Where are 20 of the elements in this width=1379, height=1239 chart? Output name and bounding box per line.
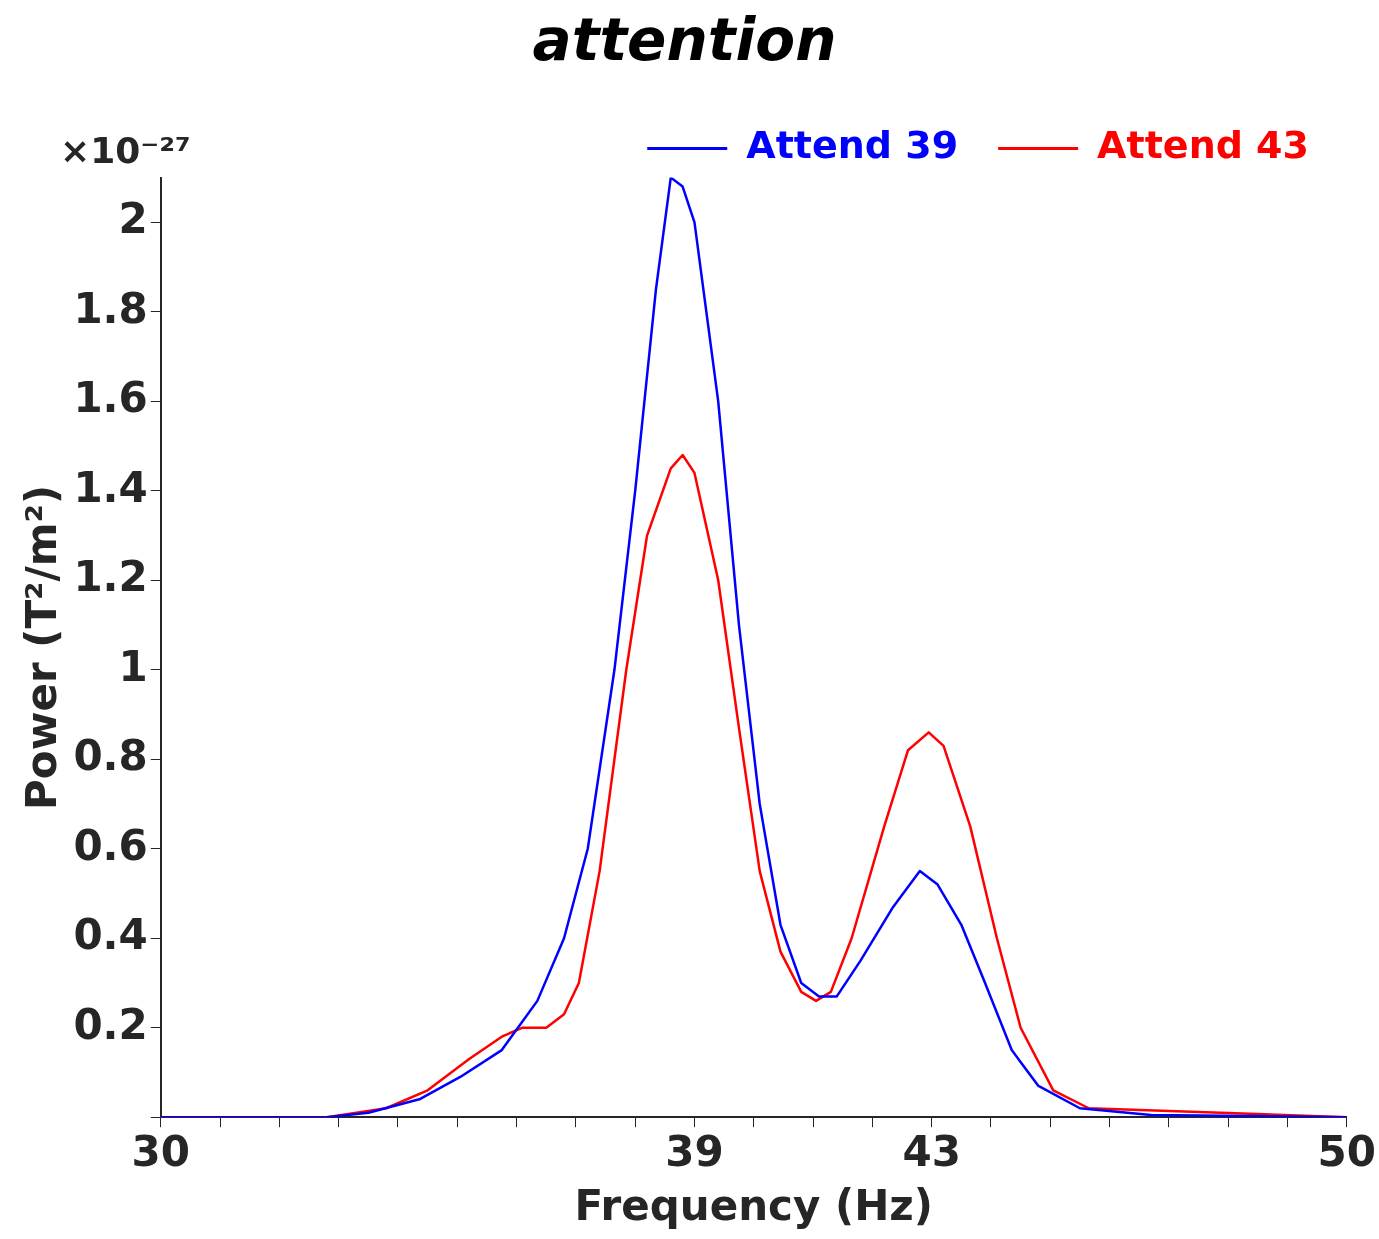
legend-label: Attend 39: [746, 123, 959, 168]
y-tick-label: 1.8: [73, 283, 148, 333]
x-tick-label: 30: [131, 1127, 191, 1177]
y-tick-label: 0.6: [73, 820, 148, 870]
y-axis-title: Power (T²/m²): [17, 484, 67, 810]
y-tick-label: 0.8: [73, 731, 148, 781]
x-tick-label: 50: [1317, 1127, 1376, 1177]
y-tick-label: 1.6: [73, 373, 148, 423]
legend-label: Attend 43: [1097, 123, 1310, 168]
chart-title: attention: [532, 5, 837, 74]
text: ×10⁻²⁷: [60, 129, 191, 171]
y-tick-label: 1.2: [73, 552, 148, 602]
y-tick-label: 1: [118, 641, 148, 691]
y-tick-label: 0.2: [73, 999, 148, 1049]
y-tick-label: 2: [118, 194, 148, 244]
x-tick-label: 43: [902, 1127, 961, 1177]
y-tick-label: 1.4: [73, 462, 148, 512]
x-tick-label: 39: [665, 1127, 724, 1177]
y-tick-label: 0.4: [73, 910, 148, 960]
x-axis-title: Frequency (Hz): [574, 1180, 934, 1230]
